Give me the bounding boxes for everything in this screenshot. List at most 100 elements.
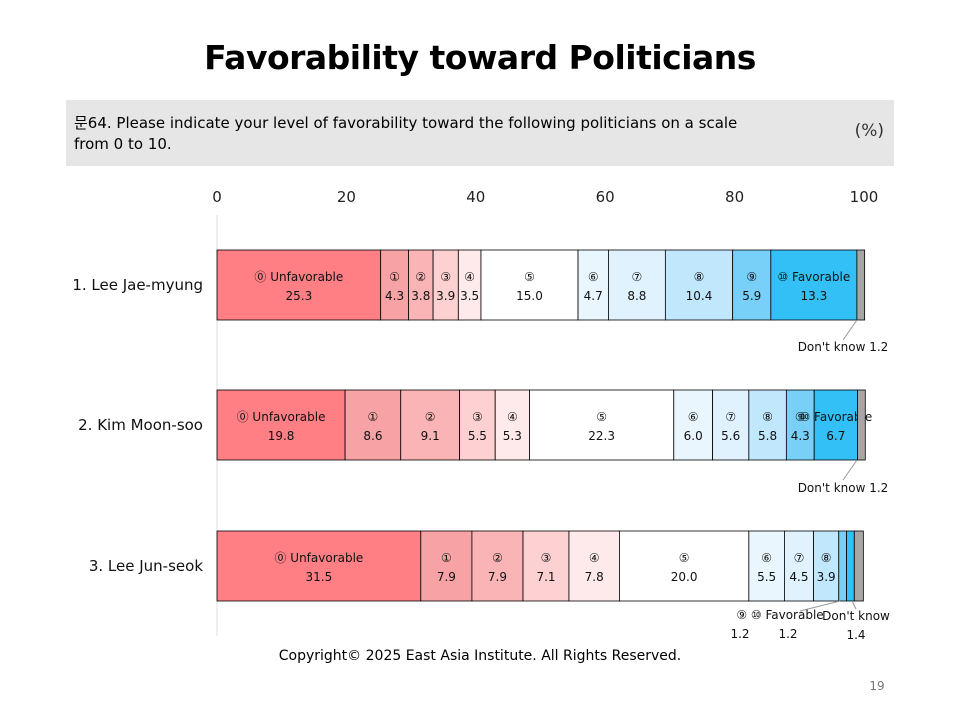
category-label: 1. Lee Jae-myung (72, 276, 203, 294)
data-label: 5.6 (721, 429, 740, 443)
segment-name-label: ⑤ (596, 410, 607, 424)
bar-segment (529, 389, 675, 461)
data-label: 7.8 (585, 570, 604, 584)
x-tick-label: 0 (212, 188, 222, 206)
bar-segment (748, 530, 785, 602)
page-number: 19 (869, 679, 885, 693)
x-tick-label: 100 (850, 188, 879, 206)
segment-name-label: ⑨ (795, 410, 806, 424)
data-label: 3.9 (436, 289, 455, 303)
data-label: 4.5 (789, 570, 808, 584)
bar-segment (494, 389, 530, 461)
dont-know-callout: Don't know (822, 609, 890, 623)
segment-name-label: ① (368, 410, 379, 424)
bar-segment (577, 249, 609, 321)
data-label: 7.9 (488, 570, 507, 584)
bar-segment (846, 530, 855, 602)
dont-know-callout: Don't know 1.2 (798, 481, 889, 495)
bar-segment (457, 249, 482, 321)
segment-name-label: ⑧ (694, 270, 705, 284)
bar-segment (673, 389, 714, 461)
callout-leader (799, 600, 841, 612)
data-label: 6.0 (684, 429, 703, 443)
data-label: 15.0 (516, 289, 543, 303)
data-label: 5.5 (468, 429, 487, 443)
bar-segment (619, 530, 750, 602)
data-label: 4.3 (791, 429, 810, 443)
segment-name-label: ④ (507, 410, 518, 424)
data-label: 7.9 (437, 570, 456, 584)
copyright-text: Copyright© 2025 East Asia Institute. All… (278, 648, 682, 664)
data-label: 8.8 (627, 289, 646, 303)
bar-segment (748, 389, 787, 461)
bar-segment (568, 530, 620, 602)
callout-value: 1.2 (778, 627, 797, 641)
data-label: 5.8 (758, 429, 777, 443)
x-tick-label: 20 (337, 188, 356, 206)
bar-segment (408, 249, 434, 321)
data-label: 8.6 (363, 429, 382, 443)
segment-name-label: ② (425, 410, 436, 424)
callout-leader (842, 319, 858, 341)
bar-segment (216, 389, 346, 461)
segment-name-label: ⓪ Unfavorable (237, 410, 326, 424)
unit-label: (%) (854, 121, 884, 141)
question-box: 문64. Please indicate your level of favor… (66, 100, 894, 166)
data-label: 3.8 (411, 289, 430, 303)
segment-name-label: ④ (589, 551, 600, 565)
data-label: 7.1 (536, 570, 555, 584)
bar-segment (216, 530, 422, 602)
segment-name-label: ① (441, 551, 452, 565)
bar-segment (344, 389, 402, 461)
data-label: 5.3 (503, 429, 522, 443)
bar-segment (608, 249, 666, 321)
bar-segment (853, 530, 864, 602)
segment-name-label: ⑥ (688, 410, 699, 424)
bar-segment (380, 249, 409, 321)
data-label: 5.9 (742, 289, 761, 303)
callout-leader (842, 459, 858, 481)
data-label: 3.9 (817, 570, 836, 584)
callout-value: 1.4 (846, 628, 865, 642)
bar-segment (480, 249, 579, 321)
data-label: 25.3 (285, 289, 312, 303)
segment-name-label: ⓪ Unfavorable (254, 270, 343, 284)
bar-segment (813, 389, 858, 461)
segment-name-label: ④ (464, 270, 475, 284)
segment-name-label: ⑥ (761, 551, 772, 565)
data-label: 31.5 (306, 570, 333, 584)
dont-know-callout: Don't know 1.2 (798, 340, 889, 354)
data-label: 9.1 (421, 429, 440, 443)
segment-name-label: ⑧ (821, 551, 832, 565)
segment-name-label: ⑩ Favorable (777, 270, 850, 284)
data-label: 20.0 (671, 570, 698, 584)
bar-segment (838, 530, 847, 602)
segment-name-label: ⑩ Favorable (799, 410, 872, 424)
segment-name-label: ⑦ (794, 551, 805, 565)
favorable-callout: ⑨ ⑩ Favorable (736, 608, 823, 622)
segment-name-label: ⑥ (588, 270, 599, 284)
bar-segment (784, 530, 814, 602)
segment-name-label: ② (492, 551, 503, 565)
question-text: 문64. Please indicate your level of favor… (74, 114, 738, 153)
segment-name-label: ② (415, 270, 426, 284)
bar-segment (856, 249, 866, 321)
segment-name-label: ⑨ (746, 270, 757, 284)
bar-segment (459, 389, 496, 461)
bar-segment (785, 389, 815, 461)
data-label: 19.8 (268, 429, 295, 443)
bar-segment (420, 530, 473, 602)
page-title: Favorability toward Politicians (204, 38, 756, 77)
bar-segment (400, 389, 461, 461)
category-label: 2. Kim Moon-soo (78, 416, 203, 434)
segment-name-label: ③ (440, 270, 451, 284)
callout-value: 1.2 (730, 627, 749, 641)
bar-segment (857, 389, 866, 461)
bar-segment (712, 389, 750, 461)
bar-segment (732, 249, 772, 321)
category-label: 3. Lee Jun-seok (89, 557, 203, 575)
segment-name-label: ③ (541, 551, 552, 565)
segment-name-label: ⑤ (524, 270, 535, 284)
data-label: 13.3 (800, 289, 827, 303)
bar-segment (432, 249, 459, 321)
